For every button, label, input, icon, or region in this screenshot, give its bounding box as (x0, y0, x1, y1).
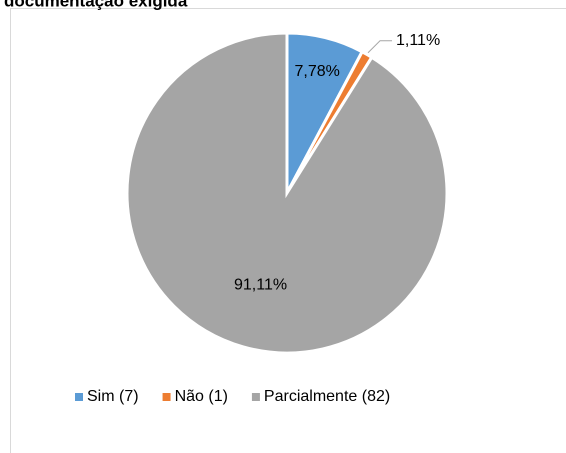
data-label: 7,78% (295, 63, 340, 80)
pie-slice (125, 31, 449, 355)
legend-label: Parcialmente (82) (264, 388, 390, 405)
legend-label: Não (1) (175, 388, 228, 405)
legend-swatch (162, 393, 171, 401)
leader-line (367, 40, 393, 54)
data-label: 91,11% (234, 276, 287, 293)
data-label: 1,11% (396, 32, 440, 49)
legend-label: Sim (7) (87, 388, 139, 405)
legend-swatch (251, 393, 260, 401)
legend-swatch (75, 393, 83, 401)
chart-title: documentação exigida (4, 0, 188, 10)
